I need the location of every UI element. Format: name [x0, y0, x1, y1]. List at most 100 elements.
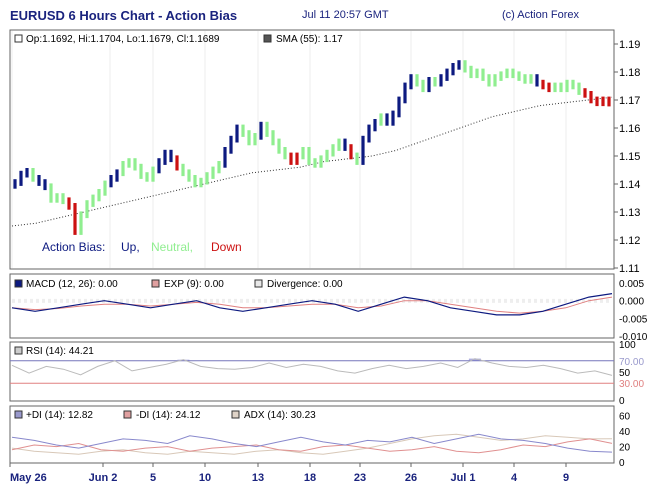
dmi-ytick-label: 0	[619, 458, 625, 469]
page-title: EURUSD 6 Hours Chart - Action Bias	[10, 8, 238, 23]
xtick-label: 23	[354, 472, 366, 484]
divergence-bar	[354, 298, 357, 303]
price-bar	[409, 74, 413, 90]
divergence-bar	[54, 298, 57, 303]
timestamp: Jul 11 20:57 GMT	[302, 9, 389, 21]
divergence-bar	[120, 298, 123, 303]
price-bar	[421, 79, 425, 93]
price-bar	[475, 68, 479, 79]
xtick-label: 26	[405, 472, 417, 484]
price-bar	[487, 74, 491, 87]
divergence-bar	[252, 298, 255, 303]
price-bar	[469, 65, 473, 79]
price-bar	[391, 110, 395, 126]
divergence-bar	[474, 298, 477, 303]
divergence-bar	[48, 298, 51, 303]
price-bar	[481, 68, 485, 81]
mdi-legend: -DI (14): 24.12	[136, 410, 201, 421]
price-bar	[259, 121, 263, 140]
price-bar	[553, 82, 557, 93]
price-bar	[163, 149, 167, 165]
divergence-bar	[534, 298, 537, 303]
div-legend-swatch	[254, 279, 263, 288]
price-ytick-label: 1.19	[619, 39, 640, 51]
rsi-ytick-label: 100	[619, 340, 636, 351]
price-bar	[589, 91, 593, 104]
divergence-bar	[276, 298, 279, 303]
price-ytick-label: 1.17	[619, 95, 640, 107]
divergence-bar	[330, 298, 333, 303]
mdi-legend-swatch	[123, 410, 132, 419]
divergence-bar	[564, 298, 567, 303]
divergence-bar	[594, 298, 597, 303]
divergence-bar	[18, 298, 21, 303]
price-bar	[121, 161, 125, 177]
price-bar	[145, 172, 149, 182]
price-bar	[103, 180, 107, 196]
price-ytick-label: 1.12	[619, 235, 640, 247]
divergence-bar	[186, 298, 189, 303]
price-bar	[535, 74, 539, 87]
price-bar	[313, 158, 317, 168]
price-bar	[463, 60, 467, 73]
price-bar	[127, 158, 131, 168]
divergence-bar	[168, 298, 171, 303]
divergence-bar	[210, 298, 213, 303]
divergence-bar	[198, 298, 201, 303]
divergence-bar	[384, 298, 387, 303]
bias-legend-neutral: Neutral,	[151, 240, 193, 254]
divergence-bar	[570, 298, 573, 303]
price-bar	[325, 149, 329, 163]
price-bar	[169, 149, 173, 163]
divergence-bar	[456, 298, 459, 303]
price-bar	[49, 183, 53, 203]
macd-ytick-label: -0.005	[619, 314, 648, 325]
divergence-bar	[396, 298, 399, 303]
divergence-bar	[216, 298, 219, 303]
divergence-bar	[462, 298, 465, 303]
price-bar	[565, 79, 569, 93]
price-bar	[397, 96, 401, 118]
price-bar	[547, 82, 551, 93]
price-bar	[577, 82, 581, 95]
mdi-line	[11, 438, 613, 454]
price-bar	[529, 74, 533, 84]
price-bar	[289, 152, 293, 165]
price-bar	[175, 155, 179, 171]
price-bar	[13, 179, 17, 189]
divergence-bar	[180, 298, 183, 303]
divergence-bar	[366, 298, 369, 303]
divergence-bar	[150, 298, 153, 303]
divergence-bar	[246, 298, 249, 303]
price-bar	[367, 124, 371, 143]
price-marks	[11, 31, 613, 268]
divergence-bar	[234, 298, 237, 303]
divergence-bar	[114, 298, 117, 303]
price-bar	[193, 175, 197, 188]
price-bar	[331, 144, 335, 157]
axis-labels: 1.19 1.18 1.17 1.16 1.15 1.14 1.13 1.12 1.11 0.00…	[9, 39, 648, 484]
divergence-bar	[552, 298, 555, 303]
divergence-bar	[204, 298, 207, 303]
macd-ytick-label: 0.005	[619, 279, 644, 290]
divergence-bar	[42, 298, 45, 303]
price-bar	[319, 155, 323, 168]
chart-header: EURUSD 6 Hours Chart - Action Bias Jul 1…	[0, 0, 650, 30]
divergence-bar	[378, 298, 381, 303]
price-ytick-label: 1.13	[619, 207, 640, 219]
bias-legend-down: Down	[211, 240, 242, 254]
macd-ytick-label: 0.000	[619, 297, 644, 308]
divergence-bar	[480, 298, 483, 303]
rsi-overbought-fill	[177, 359, 190, 361]
div-legend: Divergence: 0.00	[267, 279, 343, 290]
price-bar	[559, 82, 563, 93]
pdi-line	[11, 433, 613, 453]
price-bar	[109, 175, 113, 188]
xtick-label: May 26	[10, 472, 47, 484]
price-bar	[73, 203, 77, 235]
divergence-bar	[228, 298, 231, 303]
divergence-bar	[486, 298, 489, 303]
price-bar	[19, 170, 23, 186]
price-bar	[241, 124, 245, 137]
